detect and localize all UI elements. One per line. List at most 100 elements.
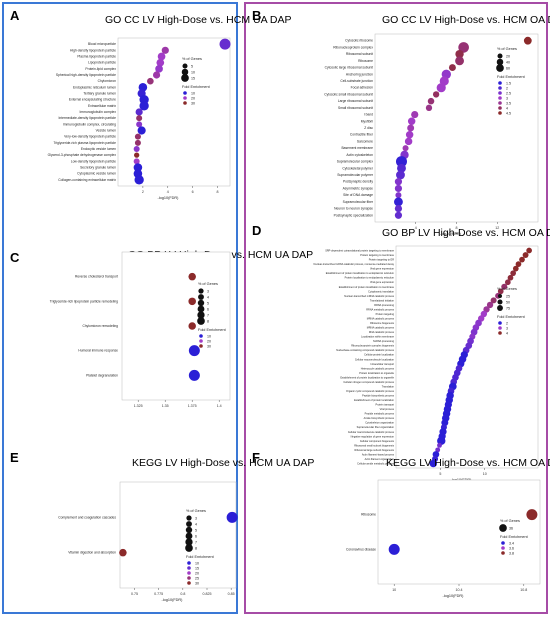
category-label: Vitamin digestion and absorption [68, 551, 116, 555]
data-point [411, 110, 419, 119]
category-label: Ribosomal small subunit biogenesis [354, 444, 394, 447]
size-legend-label: 7 [195, 540, 197, 544]
data-point [134, 133, 141, 140]
fold-legend-label: 15 [195, 566, 199, 570]
category-label: Z disc [364, 126, 373, 130]
category-label: Viral process [380, 408, 395, 411]
category-label: Cellular amide metabolic process [357, 462, 395, 465]
size-legend-label: 6 [195, 534, 197, 538]
fold-legend-dot [187, 566, 191, 570]
data-point [512, 265, 519, 272]
size-legend-dot [497, 53, 503, 59]
data-point [395, 156, 407, 168]
fold-legend-label: 20 [191, 96, 195, 100]
data-point [161, 46, 169, 54]
size-legend-title: % of Genes [182, 57, 202, 61]
size-legend-dot [496, 58, 504, 66]
category-label: Plasma lipoprotein particle [77, 55, 116, 59]
x-tick-label: 1.4 [217, 404, 222, 408]
data-point [119, 548, 127, 557]
size-legend-dot [499, 524, 507, 532]
x-tick-label: 5 [439, 472, 441, 476]
data-point [427, 97, 435, 105]
size-legend-label: 8 [195, 546, 197, 550]
data-point [455, 56, 464, 66]
category-label: Cytosolic small ribosomal subunit [324, 92, 373, 96]
category-label: Localization within membrane [361, 336, 395, 339]
fold-legend-title: Fold Enrichment [186, 555, 215, 559]
fold-legend-label: 3 [506, 326, 508, 330]
category-label: Vesicle lumen [96, 129, 117, 133]
plot-area [374, 33, 539, 223]
data-point [133, 163, 143, 172]
fold-legend-label: 4.5 [506, 111, 511, 115]
category-label: Site of DNA damage [343, 193, 373, 197]
category-label: Immunoglobulin complex [80, 110, 117, 114]
size-legend-dot [496, 64, 504, 72]
x-tick-label: 0.75 [131, 592, 138, 596]
plot-area [119, 481, 237, 589]
data-point [504, 279, 511, 286]
fold-legend-dot [199, 334, 203, 338]
category-label: Viral gene expression [370, 281, 395, 284]
fold-legend-dot [501, 551, 505, 555]
category-label: Cytoplasmic vesicle lumen [77, 172, 116, 176]
size-legend-label: 40 [506, 60, 510, 64]
data-point [486, 301, 494, 309]
size-legend-label: 6 [207, 307, 209, 311]
category-label: Lipoprotein particle [88, 61, 116, 65]
size-legend-dot [185, 544, 193, 552]
category-label: Postsynaptic density [343, 180, 373, 184]
fold-legend-label: 30 [191, 101, 195, 105]
fold-legend-label: 1.5 [506, 81, 511, 85]
category-label: Supramolecular complex [337, 160, 374, 164]
category-label: Secretory granule lumen [80, 166, 116, 170]
fold-legend-label: 30 [195, 581, 199, 585]
category-label: Chylomicron remodeling [82, 324, 118, 328]
category-label: Glycerol-3-phosphate dehydrogenase compl… [48, 153, 117, 157]
data-point [510, 270, 516, 277]
data-point [394, 204, 403, 213]
category-label: Translation [382, 385, 395, 388]
data-point [395, 192, 402, 199]
x-tick-label: 8 [456, 226, 458, 230]
category-label: Triglyceride-rich plasma lipoprotein par… [53, 141, 116, 145]
size-legend-dot [181, 74, 189, 82]
fold-legend-dot [498, 96, 502, 100]
size-legend-title: % of Genes [497, 287, 517, 291]
category-label: Small ribosomal subunit [338, 106, 373, 110]
data-point [448, 64, 456, 72]
data-point [188, 272, 196, 281]
data-point [134, 175, 144, 185]
data-point [394, 184, 403, 193]
category-label: Actin filament-based process [362, 453, 395, 456]
size-legend-label: 5 [195, 528, 197, 532]
size-legend-label: 75 [506, 306, 510, 310]
category-label: External encapsulating structure [69, 98, 116, 102]
category-label: MRNA catabolic process [367, 317, 395, 320]
plot-area [117, 37, 231, 187]
data-point [490, 297, 497, 304]
fold-legend-label: 30 [207, 344, 211, 348]
category-label: NcRNA processing [373, 340, 395, 343]
data-point [188, 297, 196, 306]
category-label: Chylomicron [98, 79, 116, 83]
x-tick-label: 8 [217, 190, 219, 194]
frame-right [244, 2, 548, 614]
category-label: Cell-substrate junction [340, 79, 373, 83]
category-label: Triglyceride-rich lipoprotein particle r… [50, 299, 118, 303]
category-label: SRP-dependent cotranslational protein ta… [325, 250, 394, 253]
size-legend-label: 15 [191, 76, 195, 80]
size-legend-label: 7 [207, 313, 209, 317]
fold-legend-dot [183, 96, 187, 100]
data-point [394, 211, 403, 219]
category-label: Extracellular matrix [88, 104, 116, 108]
size-legend-dot [181, 68, 189, 76]
size-legend-label: 20 [506, 54, 510, 58]
data-point [136, 115, 143, 122]
category-label: RRNA processing [374, 304, 394, 307]
fold-legend-dot [183, 101, 187, 105]
data-point [226, 511, 238, 523]
fold-legend-dot [498, 326, 502, 330]
category-label: Heterocycle catabolic process [361, 367, 395, 370]
